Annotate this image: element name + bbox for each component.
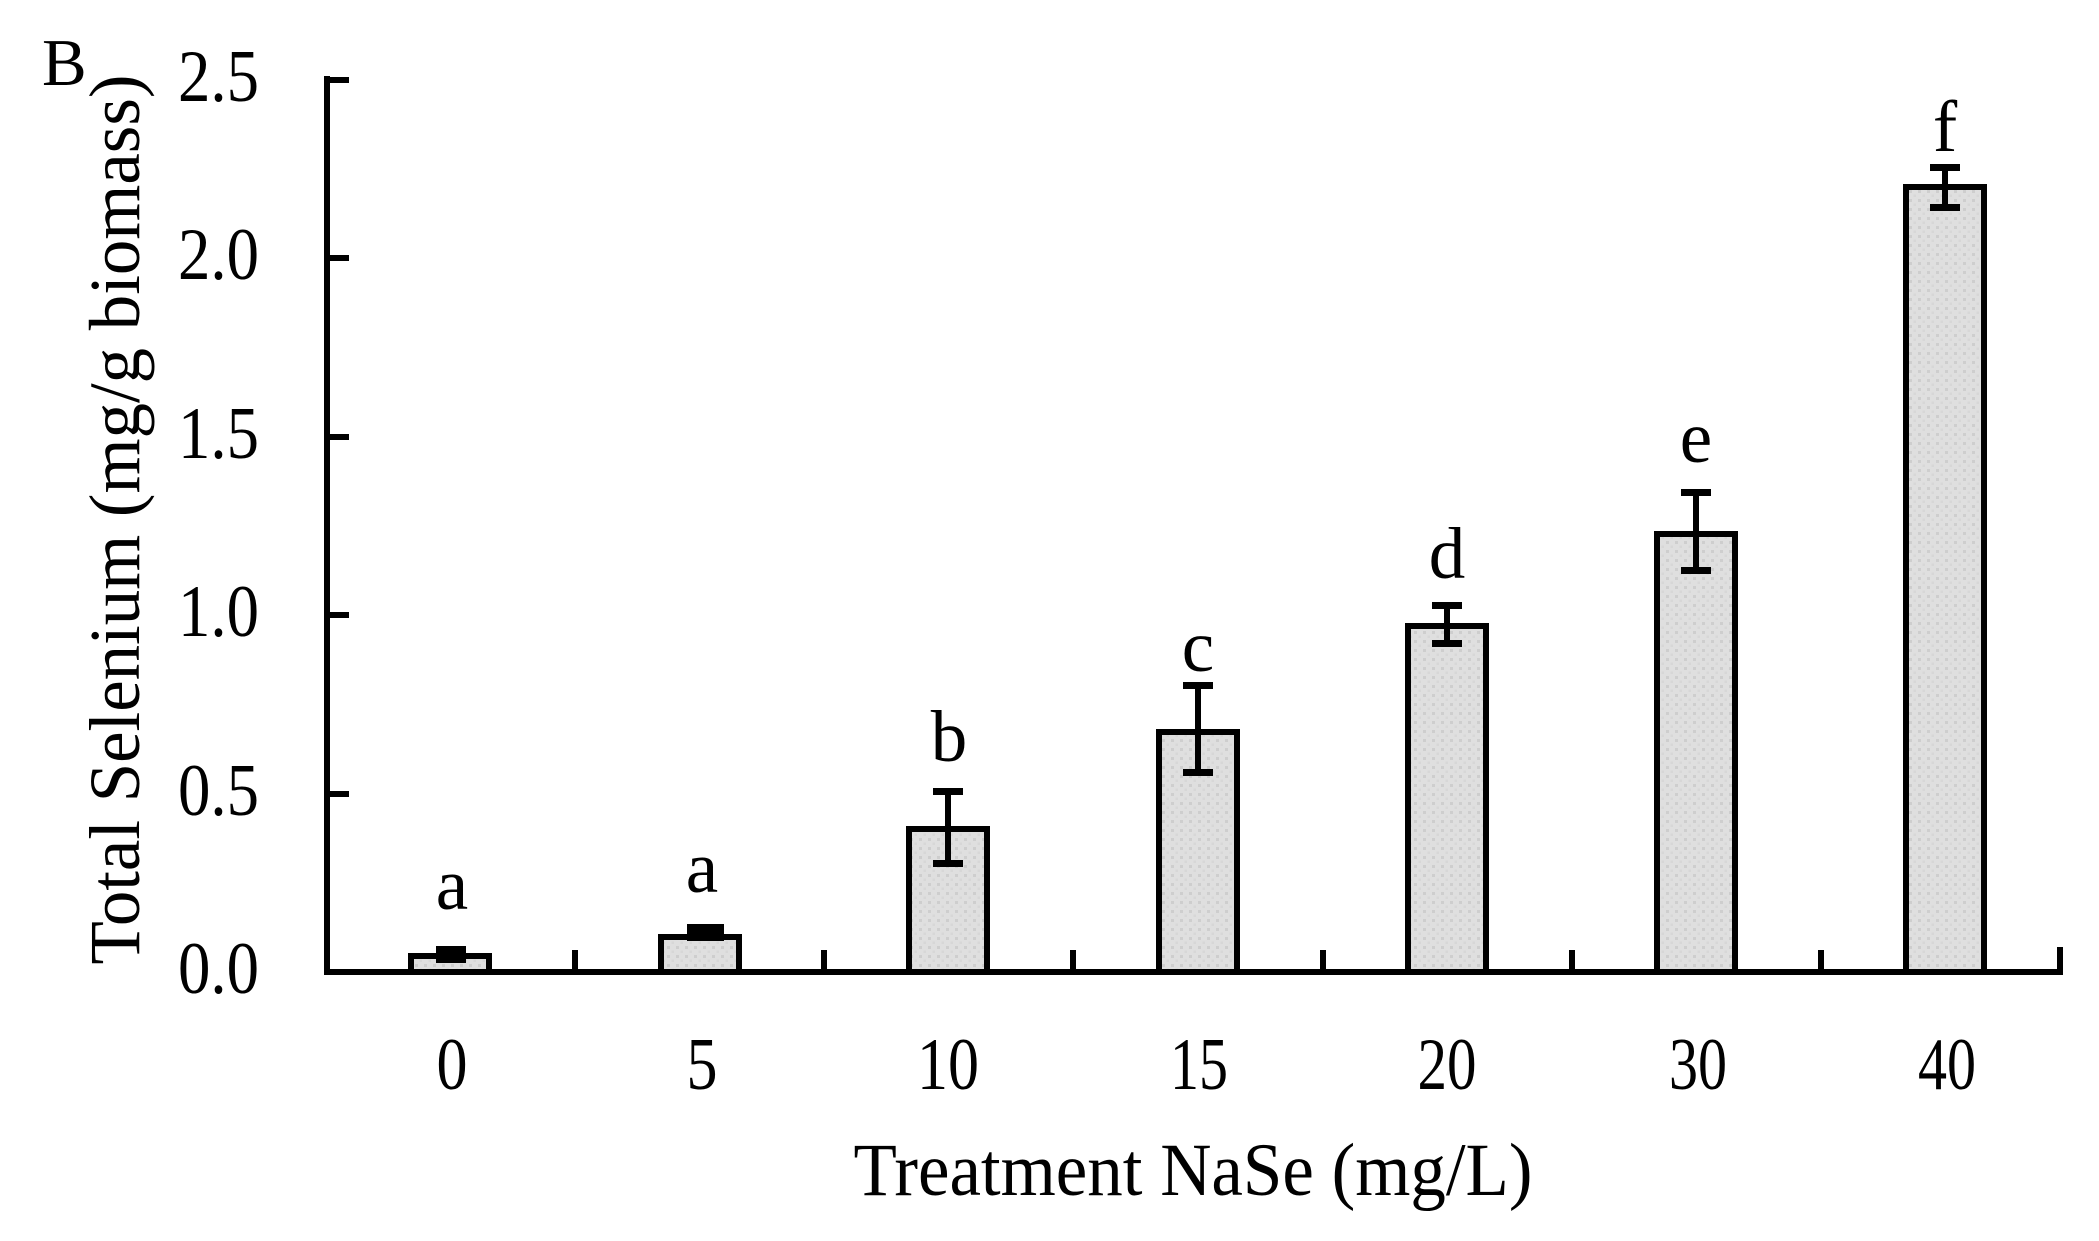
svg-text:0.0: 0.0 — [178, 928, 259, 1010]
svg-text:e: e — [1680, 397, 1712, 478]
svg-text:1.0: 1.0 — [178, 571, 259, 653]
svg-text:2.5: 2.5 — [178, 36, 259, 118]
svg-text:1.5: 1.5 — [178, 393, 259, 475]
svg-text:c: c — [1182, 606, 1214, 687]
svg-text:2.0: 2.0 — [178, 214, 259, 296]
svg-text:f: f — [1933, 86, 1958, 167]
svg-text:b: b — [931, 696, 968, 777]
svg-text:0: 0 — [437, 1024, 468, 1106]
svg-text:B: B — [42, 26, 87, 100]
svg-text:Total Selenium (mg/g biomass): Total Selenium (mg/g biomass) — [75, 75, 155, 965]
svg-text:5: 5 — [687, 1024, 718, 1106]
svg-text:10: 10 — [917, 1024, 979, 1106]
svg-text:Treatment NaSe (mg/L): Treatment NaSe (mg/L) — [854, 1129, 1533, 1212]
svg-text:40: 40 — [1918, 1024, 1976, 1106]
svg-text:15: 15 — [1170, 1024, 1228, 1106]
svg-text:20: 20 — [1418, 1024, 1477, 1106]
svg-text:a: a — [436, 844, 468, 925]
svg-text:a: a — [686, 827, 718, 908]
svg-text:0.5: 0.5 — [178, 750, 259, 832]
svg-text:30: 30 — [1669, 1024, 1727, 1106]
svg-text:d: d — [1429, 513, 1466, 594]
